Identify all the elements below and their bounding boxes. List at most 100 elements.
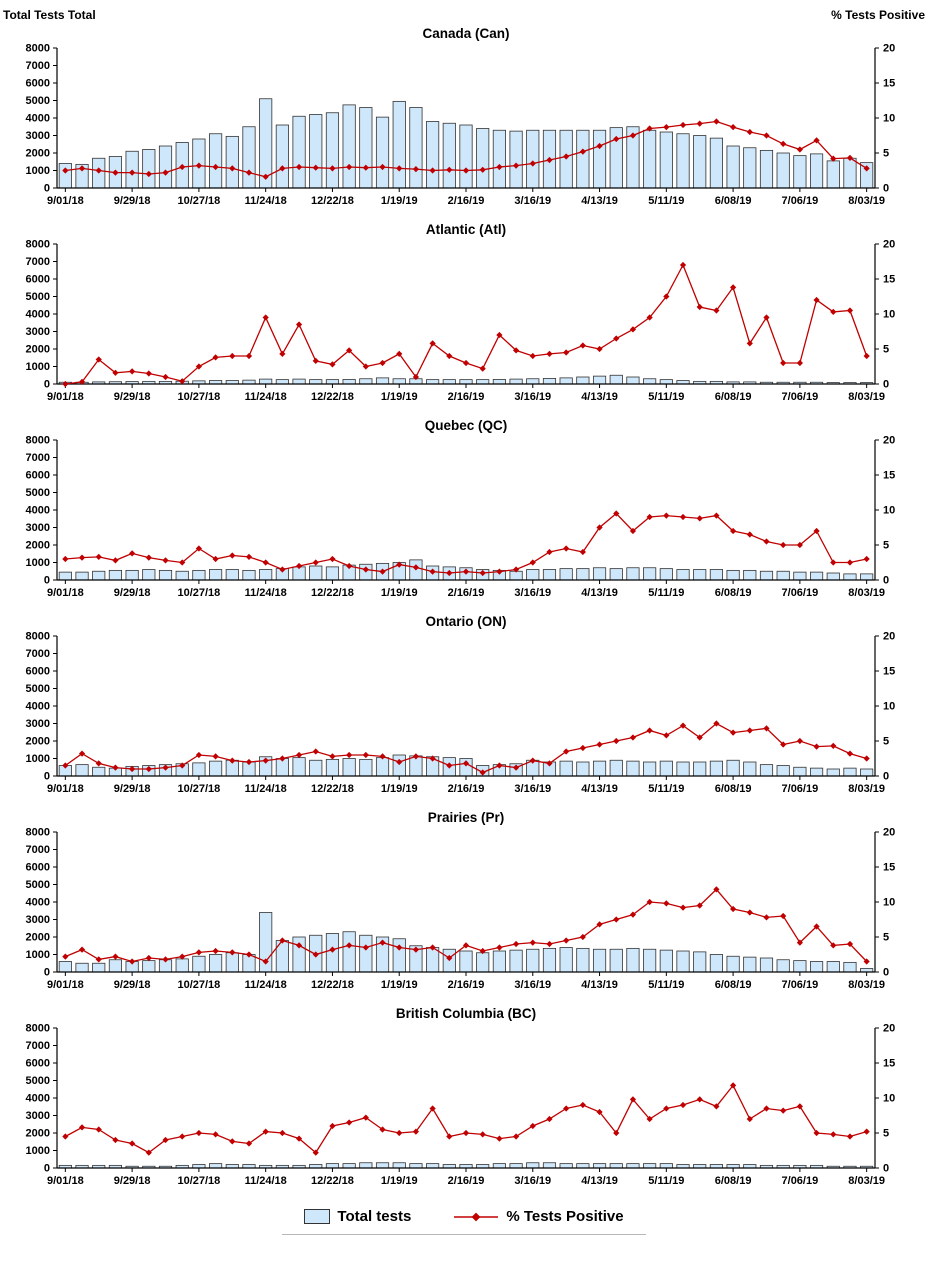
svg-text:1000: 1000 [26, 557, 50, 569]
svg-text:5: 5 [883, 932, 889, 944]
svg-text:10/27/18: 10/27/18 [177, 1175, 220, 1187]
svg-text:10: 10 [883, 1093, 895, 1105]
svg-text:9/01/18: 9/01/18 [47, 587, 84, 599]
svg-text:2000: 2000 [26, 344, 50, 356]
svg-text:6/08/19: 6/08/19 [715, 391, 752, 403]
total-tests-swatch-icon [304, 1209, 331, 1224]
svg-text:4000: 4000 [26, 701, 50, 713]
svg-text:9/29/18: 9/29/18 [114, 1175, 151, 1187]
svg-text:0: 0 [44, 967, 50, 979]
svg-text:9/01/18: 9/01/18 [47, 979, 84, 991]
svg-text:10/27/18: 10/27/18 [177, 587, 220, 599]
legend-total-tests-label: Total tests [337, 1208, 412, 1225]
svg-text:0: 0 [883, 575, 889, 587]
svg-text:12/22/18: 12/22/18 [311, 1175, 354, 1187]
chart-pr: Prairies (Pr) 0 1000 2000 3000 4000 5000 6000 70… [0, 806, 928, 1002]
svg-text:2000: 2000 [26, 148, 50, 160]
pct-positive-swatch-icon [454, 1212, 499, 1221]
svg-text:6000: 6000 [26, 666, 50, 678]
svg-text:4000: 4000 [26, 309, 50, 321]
svg-text:6/08/19: 6/08/19 [715, 1175, 752, 1187]
svg-text:6000: 6000 [26, 862, 50, 874]
svg-text:10: 10 [883, 505, 895, 517]
svg-text:5000: 5000 [26, 683, 50, 695]
svg-text:2/16/19: 2/16/19 [448, 979, 485, 991]
svg-text:4/13/19: 4/13/19 [581, 391, 618, 403]
svg-text:3000: 3000 [26, 1110, 50, 1122]
svg-text:20: 20 [883, 827, 895, 839]
svg-text:15: 15 [883, 470, 895, 482]
chart-title-pr: Prairies (Pr) [428, 810, 505, 825]
svg-text:10: 10 [883, 701, 895, 713]
svg-text:5000: 5000 [26, 487, 50, 499]
svg-text:7/06/19: 7/06/19 [782, 195, 819, 207]
svg-text:5/11/19: 5/11/19 [648, 195, 684, 207]
svg-text:5000: 5000 [26, 95, 50, 107]
chart-svg-on: Ontario (ON) 0 1000 2000 3000 4000 5000 6000 700… [26, 614, 896, 795]
svg-text:8000: 8000 [26, 435, 50, 447]
svg-text:0: 0 [883, 183, 889, 195]
svg-text:4000: 4000 [26, 897, 50, 909]
svg-text:8000: 8000 [26, 827, 50, 839]
svg-text:7/06/19: 7/06/19 [782, 587, 819, 599]
legend-item-total-tests: Total tests [304, 1208, 411, 1225]
svg-text:5/11/19: 5/11/19 [648, 391, 684, 403]
chart-on: Ontario (ON) 0 1000 2000 3000 4000 5000 6000 700… [0, 610, 928, 806]
svg-text:1000: 1000 [26, 949, 50, 961]
svg-text:0: 0 [44, 183, 50, 195]
total-tests-bars-can [58, 98, 874, 189]
svg-text:9/29/18: 9/29/18 [114, 195, 151, 207]
svg-text:3/16/19: 3/16/19 [514, 783, 551, 795]
svg-text:20: 20 [883, 43, 895, 55]
svg-text:6000: 6000 [26, 470, 50, 482]
svg-text:5: 5 [883, 148, 889, 160]
svg-text:9/29/18: 9/29/18 [114, 391, 151, 403]
svg-text:3000: 3000 [26, 130, 50, 142]
svg-text:2000: 2000 [26, 932, 50, 944]
pct-positive-markers-qc [62, 510, 870, 577]
charts-container: Canada (Can) 0 1000 2000 3000 4000 5000 6000 700… [0, 22, 928, 1198]
svg-text:5000: 5000 [26, 1075, 50, 1087]
chart-title-qc: Quebec (QC) [425, 418, 508, 433]
svg-text:8/03/19: 8/03/19 [848, 391, 885, 403]
svg-text:7000: 7000 [26, 1040, 50, 1052]
svg-text:3/16/19: 3/16/19 [514, 391, 551, 403]
svg-text:12/22/18: 12/22/18 [311, 391, 354, 403]
svg-text:2/16/19: 2/16/19 [448, 195, 485, 207]
svg-text:4000: 4000 [26, 505, 50, 517]
svg-text:8/03/19: 8/03/19 [848, 195, 885, 207]
pct-positive-line-qc [65, 512, 867, 574]
svg-text:15: 15 [883, 274, 895, 286]
svg-text:11/24/18: 11/24/18 [245, 391, 287, 403]
chart-svg-qc: Quebec (QC) 0 1000 2000 3000 4000 5000 6000 7000… [26, 418, 896, 599]
chart-can: Canada (Can) 0 1000 2000 3000 4000 5000 6000 700… [0, 22, 928, 218]
svg-text:3/16/19: 3/16/19 [514, 587, 551, 599]
chart-title-atl: Atlantic (Atl) [426, 222, 506, 237]
svg-text:1/19/19: 1/19/19 [381, 391, 418, 403]
svg-text:8000: 8000 [26, 631, 50, 643]
svg-text:11/24/18: 11/24/18 [245, 783, 287, 795]
pct-positive-markers-bc [62, 1082, 870, 1156]
svg-text:5/11/19: 5/11/19 [648, 979, 684, 991]
chart-svg-atl: Atlantic (Atl) 0 1000 2000 3000 4000 5000 6000 7… [26, 222, 896, 403]
svg-text:7000: 7000 [26, 60, 50, 72]
svg-text:1/19/19: 1/19/19 [381, 783, 418, 795]
chart-legend: Total tests % Tests Positive [0, 1198, 928, 1249]
svg-text:6/08/19: 6/08/19 [715, 783, 752, 795]
svg-text:1000: 1000 [26, 1145, 50, 1157]
svg-text:20: 20 [883, 1023, 895, 1035]
svg-text:3/16/19: 3/16/19 [514, 195, 551, 207]
svg-text:6000: 6000 [26, 274, 50, 286]
svg-text:4/13/19: 4/13/19 [581, 195, 618, 207]
svg-text:9/29/18: 9/29/18 [114, 783, 151, 795]
svg-text:1/19/19: 1/19/19 [381, 1175, 418, 1187]
svg-text:2/16/19: 2/16/19 [448, 783, 485, 795]
svg-text:0: 0 [44, 1163, 50, 1175]
chart-svg-pr: Prairies (Pr) 0 1000 2000 3000 4000 5000 6000 70… [26, 810, 896, 991]
chart-bc: British Columbia (BC) 0 1000 2000 3000 4000 50… [0, 1002, 928, 1198]
svg-text:6/08/19: 6/08/19 [715, 587, 752, 599]
svg-text:5: 5 [883, 736, 889, 748]
svg-text:20: 20 [883, 631, 895, 643]
svg-text:4/13/19: 4/13/19 [581, 587, 618, 599]
svg-text:8000: 8000 [26, 239, 50, 251]
